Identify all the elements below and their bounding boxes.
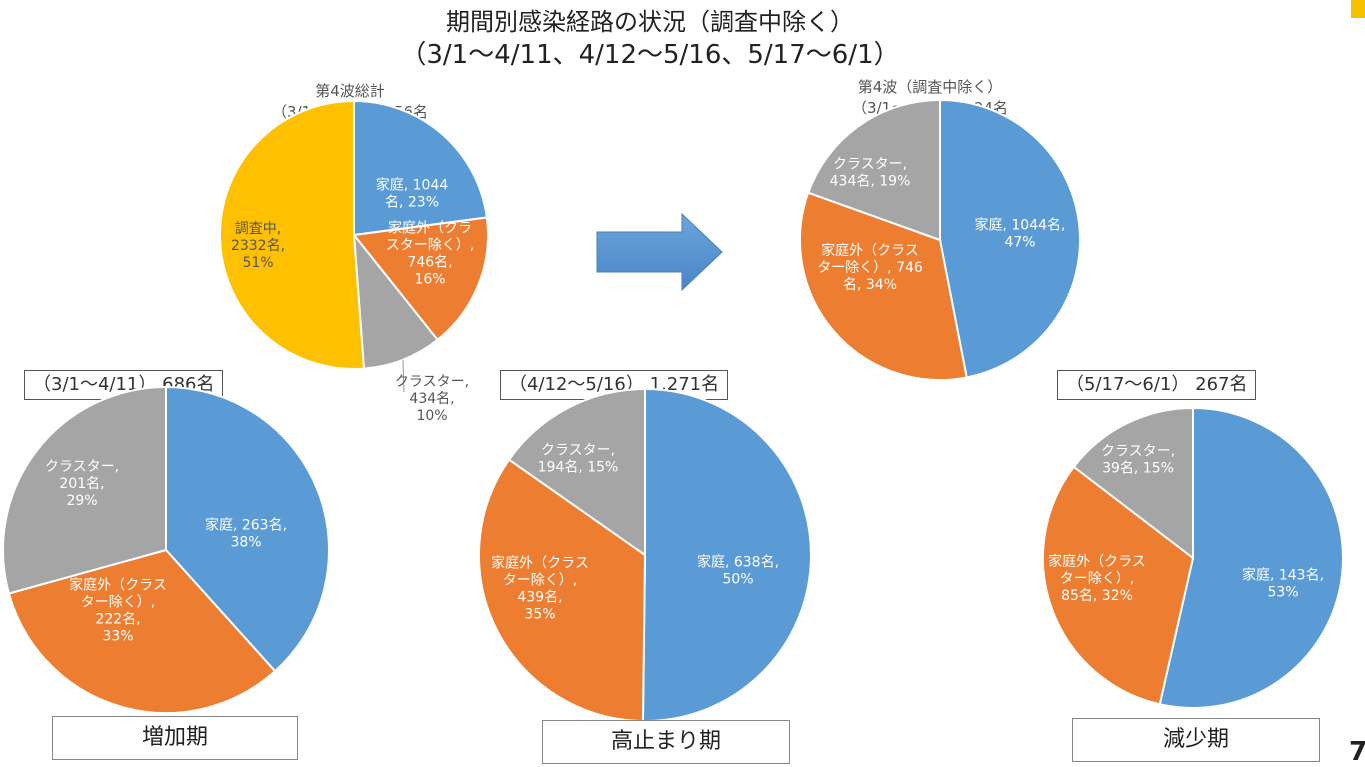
p3-label-outside: 家庭外（クラスター除く）, 85名, 32% — [1048, 553, 1146, 604]
stage-label-decrease: 減少期 — [1072, 718, 1320, 762]
p2-label-home: 家庭, 638名, 50% — [697, 554, 779, 588]
p2-slice-cluster — [507, 387, 646, 557]
total-slice-outside — [352, 216, 489, 342]
page-title: 期間別感染経路の状況（調査中除く） — [446, 8, 854, 36]
right-arrow-icon — [596, 212, 723, 292]
total-label-home: 家庭, 1044 名, 23% — [376, 177, 449, 211]
p2-label-outside: 家庭外（クラスター除く）, 439名, 35% — [491, 555, 589, 623]
p3-label-cluster: クラスター, 39名, 15% — [1101, 444, 1175, 477]
corner-accent — [1351, 0, 1365, 18]
p1-label-home: 家庭, 263名, 38% — [205, 517, 287, 551]
stage-label-plateau: 高止まり期 — [542, 720, 790, 764]
total-label-investigating: 調査中, 2332名, 51% — [231, 221, 285, 271]
total-slice-investigating — [219, 99, 366, 370]
p2-label-cluster: クラスター, 194名, 15% — [538, 443, 619, 476]
total-slice-cluster — [352, 231, 439, 370]
p1-slice-home — [165, 385, 330, 673]
p1-slice-outside — [7, 548, 277, 714]
total-chart-title: 第4波総計 — [315, 82, 385, 100]
p3-label-home: 家庭, 143名, 53% — [1242, 567, 1324, 601]
p3-slice-home — [1158, 406, 1344, 709]
total-slice-home — [353, 99, 488, 237]
excluding-label-cluster: クラスター, 434名, 19% — [830, 157, 911, 190]
p1-label-cluster: クラスター, 201名, 29% — [45, 459, 119, 509]
total-leader-line — [402, 359, 405, 393]
excluding-slice-outside — [799, 191, 968, 381]
excluding-slice-home — [939, 98, 1081, 379]
excluding-chart-title: 第4波（調査中除く） — [857, 78, 1003, 96]
page-subtitle-periods: （3/1～4/11、4/12～5/16、5/17～6/1） — [400, 40, 900, 70]
page-number: 7 — [1349, 737, 1365, 767]
p2-slice-outside — [478, 458, 647, 723]
p2-slice-home — [641, 387, 812, 722]
excluding-slice-cluster — [806, 98, 941, 242]
total-label-outside: 家庭外（クラスター除く）, 746名, 16% — [386, 220, 474, 288]
stage-label-increase: 増加期 — [52, 716, 298, 760]
total-label-cluster: クラスター, 434名, 10% — [395, 374, 469, 424]
p1-label-outside: 家庭外（クラスター除く）, 222名, 33% — [69, 577, 167, 645]
p3-slice-outside — [1042, 465, 1195, 706]
period3-chart-title: （5/17～6/1） 267名 — [1057, 370, 1257, 400]
excluding-label-outside: 家庭外（クラスター除く）, 746 名, 34% — [817, 242, 923, 293]
excluding-label-home: 家庭, 1044名, 47% — [975, 217, 1066, 251]
p3-slice-cluster — [1072, 406, 1194, 561]
p1-slice-cluster — [2, 385, 167, 595]
